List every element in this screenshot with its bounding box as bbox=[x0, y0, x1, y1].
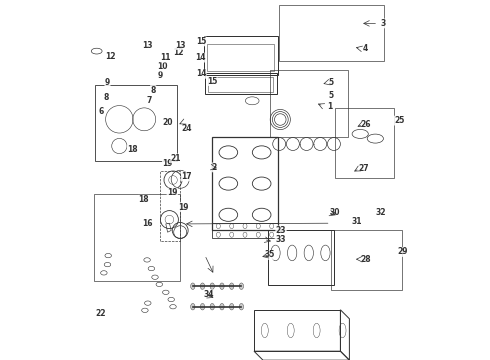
Bar bbox=[331, 230, 402, 290]
Text: 7: 7 bbox=[147, 96, 152, 105]
Text: 28: 28 bbox=[360, 255, 371, 264]
Text: 4: 4 bbox=[363, 44, 368, 53]
Text: 33: 33 bbox=[275, 235, 286, 244]
Text: 13: 13 bbox=[143, 41, 153, 50]
Text: 5: 5 bbox=[329, 78, 334, 87]
Text: 26: 26 bbox=[360, 120, 371, 129]
Text: 24: 24 bbox=[181, 125, 192, 134]
Ellipse shape bbox=[200, 303, 205, 310]
Ellipse shape bbox=[220, 303, 224, 310]
Bar bbox=[268, 230, 334, 285]
Text: 12: 12 bbox=[173, 48, 184, 57]
Bar bbox=[270, 70, 347, 137]
Ellipse shape bbox=[239, 283, 244, 289]
Bar bbox=[335, 108, 394, 178]
Ellipse shape bbox=[210, 303, 215, 310]
Bar bbox=[279, 5, 384, 61]
Bar bbox=[204, 36, 277, 75]
Ellipse shape bbox=[191, 283, 195, 289]
Text: 18: 18 bbox=[138, 195, 149, 204]
Text: 30: 30 bbox=[329, 208, 340, 217]
Text: 16: 16 bbox=[143, 219, 153, 228]
Ellipse shape bbox=[191, 303, 195, 310]
Text: 3: 3 bbox=[381, 19, 386, 28]
Text: 23: 23 bbox=[276, 226, 286, 235]
Ellipse shape bbox=[229, 303, 234, 310]
Bar bbox=[94, 194, 180, 281]
Ellipse shape bbox=[210, 283, 215, 289]
Text: 9: 9 bbox=[105, 78, 110, 87]
Ellipse shape bbox=[229, 283, 234, 289]
Text: 32: 32 bbox=[376, 208, 386, 217]
Text: 17: 17 bbox=[181, 172, 192, 181]
Text: 15: 15 bbox=[196, 37, 206, 46]
Bar bbox=[212, 137, 278, 230]
Bar bbox=[205, 73, 277, 94]
Text: 13: 13 bbox=[175, 41, 185, 50]
Ellipse shape bbox=[239, 303, 244, 310]
Text: 19: 19 bbox=[167, 188, 177, 197]
Text: 19: 19 bbox=[162, 159, 173, 168]
Text: 15: 15 bbox=[207, 77, 217, 86]
Text: 19: 19 bbox=[178, 202, 188, 211]
Bar bbox=[95, 85, 177, 161]
Bar bbox=[208, 77, 273, 92]
Text: 14: 14 bbox=[195, 53, 205, 62]
Text: 34: 34 bbox=[203, 290, 214, 299]
Text: 27: 27 bbox=[359, 164, 369, 173]
Text: 2: 2 bbox=[212, 163, 217, 172]
Text: 10: 10 bbox=[157, 62, 168, 71]
Text: 35: 35 bbox=[264, 251, 275, 259]
Text: 11: 11 bbox=[161, 53, 171, 62]
Text: 9: 9 bbox=[158, 71, 163, 80]
Text: 31: 31 bbox=[351, 217, 362, 226]
Text: 25: 25 bbox=[394, 116, 404, 125]
Text: 8: 8 bbox=[150, 86, 156, 95]
Text: 5: 5 bbox=[329, 91, 334, 100]
Text: 8: 8 bbox=[104, 93, 109, 102]
Text: 14: 14 bbox=[196, 69, 206, 78]
Text: 18: 18 bbox=[127, 145, 138, 154]
Text: 1: 1 bbox=[327, 102, 332, 111]
Text: 21: 21 bbox=[171, 154, 181, 163]
Bar bbox=[212, 223, 278, 238]
Text: 12: 12 bbox=[105, 53, 115, 62]
Ellipse shape bbox=[220, 283, 224, 289]
Text: 29: 29 bbox=[397, 248, 408, 256]
Text: 22: 22 bbox=[95, 309, 105, 318]
Bar bbox=[207, 44, 274, 71]
Ellipse shape bbox=[200, 283, 205, 289]
Text: 20: 20 bbox=[162, 118, 173, 127]
Text: 6: 6 bbox=[98, 107, 103, 116]
